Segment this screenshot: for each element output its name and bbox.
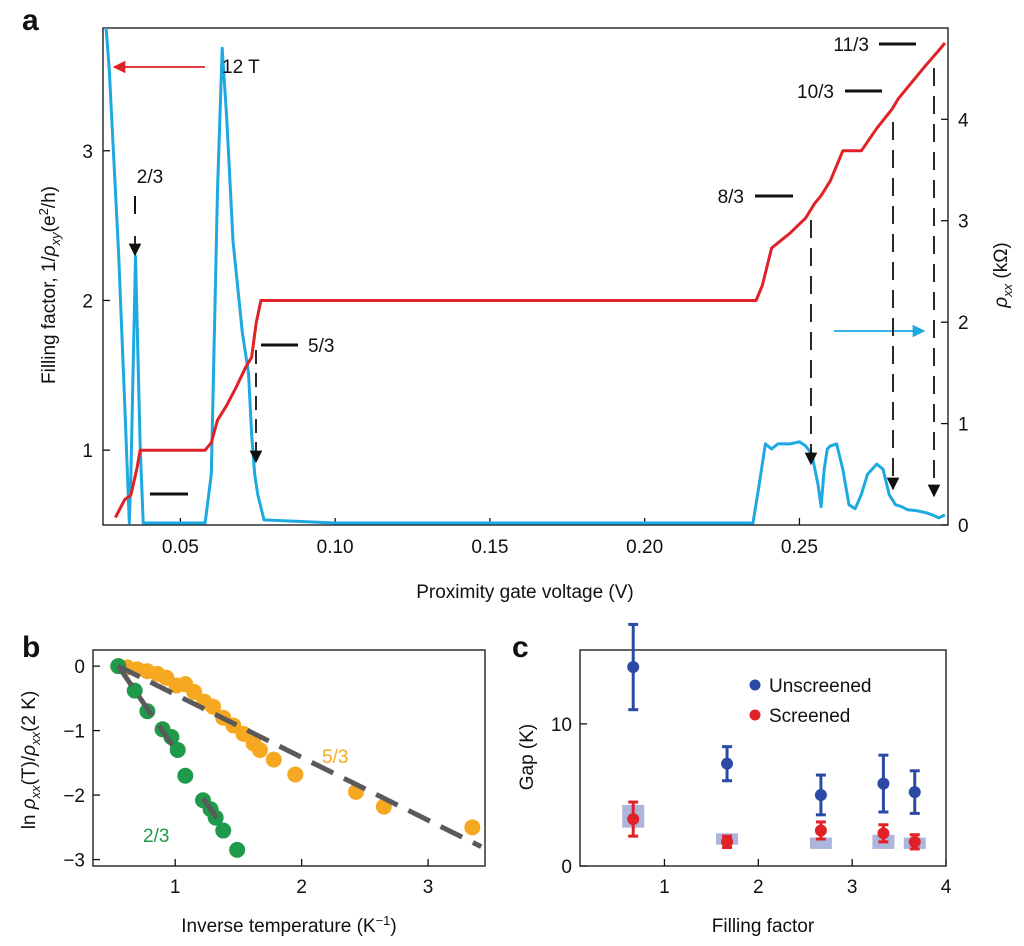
- legend-label-unscreened: Unscreened: [769, 676, 871, 697]
- y-tick-label: −1: [63, 722, 85, 743]
- panel-a-y-left-label: Filling factor, 1/ρxy(e2/h): [36, 186, 63, 384]
- y-tick-label: −2: [63, 786, 85, 807]
- panel-a-x-ticks: 0.05 0.10 0.15 0.20 0.25: [162, 518, 818, 558]
- panel-b-x-label: Inverse temperature (K−1): [181, 913, 396, 937]
- x-tick-label: 2: [296, 877, 307, 898]
- y-tick-label: 0: [74, 657, 85, 678]
- legend-marker-screened: [749, 709, 761, 721]
- band-rect: [809, 837, 832, 849]
- orange-data-point: [265, 751, 282, 768]
- fit-line: [200, 796, 226, 829]
- label-10-3: 10/3: [797, 82, 834, 103]
- panel-c-label: c: [512, 631, 529, 664]
- y-right-tick-label: 0: [958, 516, 969, 537]
- y-tick-label: 0: [561, 857, 572, 878]
- panel-c-x-label: Filling factor: [712, 916, 815, 937]
- label-2-3: 2/3: [137, 167, 163, 188]
- panel-b-x-ticks: 1 2 3: [170, 859, 433, 898]
- field-label: 12 T: [222, 57, 260, 78]
- unscreened-data-point: [877, 777, 890, 790]
- series-label-5-3: 5/3: [322, 747, 348, 768]
- panel-b-y-label: ln ρxx(T)/ρxx(2 K): [19, 691, 43, 830]
- screened-data-point: [814, 824, 827, 837]
- y-left-tick-label: 1: [82, 441, 93, 462]
- unscreened-data-point: [627, 661, 640, 674]
- panel-c-frame: [579, 649, 947, 867]
- panel-b-y-ticks: 0 −1 −2 −3: [63, 657, 100, 872]
- panel-c-x-ticks: 1 2 3 4: [659, 859, 952, 898]
- y-tick-label: 10: [551, 715, 572, 736]
- screened-data-point: [721, 835, 734, 848]
- y-right-tick-label: 4: [958, 110, 969, 131]
- x-tick-label: 1: [170, 877, 181, 898]
- panel-c-y-ticks: 0 10: [551, 715, 587, 878]
- panel-a-series: [104, 28, 947, 525]
- green-data-point: [215, 822, 232, 839]
- panel-b-frame: [92, 649, 486, 867]
- screened-data-point: [877, 827, 890, 840]
- screened-data-point: [627, 813, 640, 826]
- orange-data-point: [464, 819, 481, 836]
- legend-label-screened: Screened: [769, 706, 850, 727]
- x-tick-label: 3: [423, 877, 434, 898]
- unscreened-data-point: [814, 788, 827, 801]
- green-data-point: [169, 741, 186, 758]
- green-data-point: [229, 841, 246, 858]
- label-8-3: 8/3: [718, 187, 744, 208]
- x-tick-label: 0.10: [317, 537, 354, 558]
- legend: Unscreened Screened: [749, 676, 871, 727]
- panel-a-label: a: [22, 4, 39, 37]
- y-right-tick-label: 1: [958, 415, 969, 436]
- x-tick-label: 1: [659, 877, 670, 898]
- x-tick-label: 0.15: [471, 537, 508, 558]
- panel-a-y-left-ticks: 1 2 3: [82, 142, 110, 462]
- x-tick-label: 3: [847, 877, 858, 898]
- panel-b-label: b: [22, 631, 40, 664]
- label-5-3: 5/3: [308, 336, 334, 357]
- screened-data-point: [908, 835, 921, 848]
- y-left-tick-label: 2: [82, 291, 93, 312]
- rhoxx-line: [104, 28, 946, 525]
- x-tick-label: 0.25: [781, 537, 818, 558]
- y-tick-label: −3: [63, 851, 85, 872]
- orange-data-point: [186, 683, 203, 700]
- panel-c-y-label: Gap (K): [517, 724, 538, 791]
- panel-b-series: [110, 658, 483, 858]
- panel-c: c 1 2 3 4 0 10 Filling factor Gap (K) Unscre…: [512, 622, 952, 937]
- y-left-tick-label: 3: [82, 142, 93, 163]
- orange-data-point: [205, 698, 222, 715]
- panel-a-frame: [102, 27, 949, 526]
- series-label-2-3: 2/3: [143, 826, 169, 847]
- y-right-tick-label: 3: [958, 212, 969, 233]
- x-tick-label: 0.05: [162, 537, 199, 558]
- orange-data-point: [251, 741, 268, 758]
- y-right-tick-label: 2: [958, 313, 969, 334]
- fit-line: [117, 663, 483, 849]
- x-tick-label: 2: [753, 877, 764, 898]
- x-tick-label: 4: [941, 877, 952, 898]
- green-data-point: [177, 767, 194, 784]
- panel-a-y-right-label: ρxx (kΩ): [991, 242, 1015, 309]
- label-11-3: 11/3: [833, 35, 869, 56]
- panel-a: a 0.05 0.10 0.15 0.20 0.25 1 2 3 0 1 2 3 4 Proximi…: [22, 4, 1015, 603]
- filling-factor-line: [114, 42, 947, 519]
- x-tick-label: 0.20: [626, 537, 663, 558]
- orange-data-point: [287, 766, 304, 783]
- fit-line: [116, 664, 180, 755]
- panel-c-series: [622, 622, 926, 851]
- panel-a-x-label: Proximity gate voltage (V): [416, 582, 634, 603]
- unscreened-data-point: [721, 757, 734, 770]
- unscreened-data-point: [908, 786, 921, 799]
- legend-marker-unscreened: [749, 679, 761, 691]
- panel-a-y-right-ticks: 0 1 2 3 4: [941, 110, 969, 537]
